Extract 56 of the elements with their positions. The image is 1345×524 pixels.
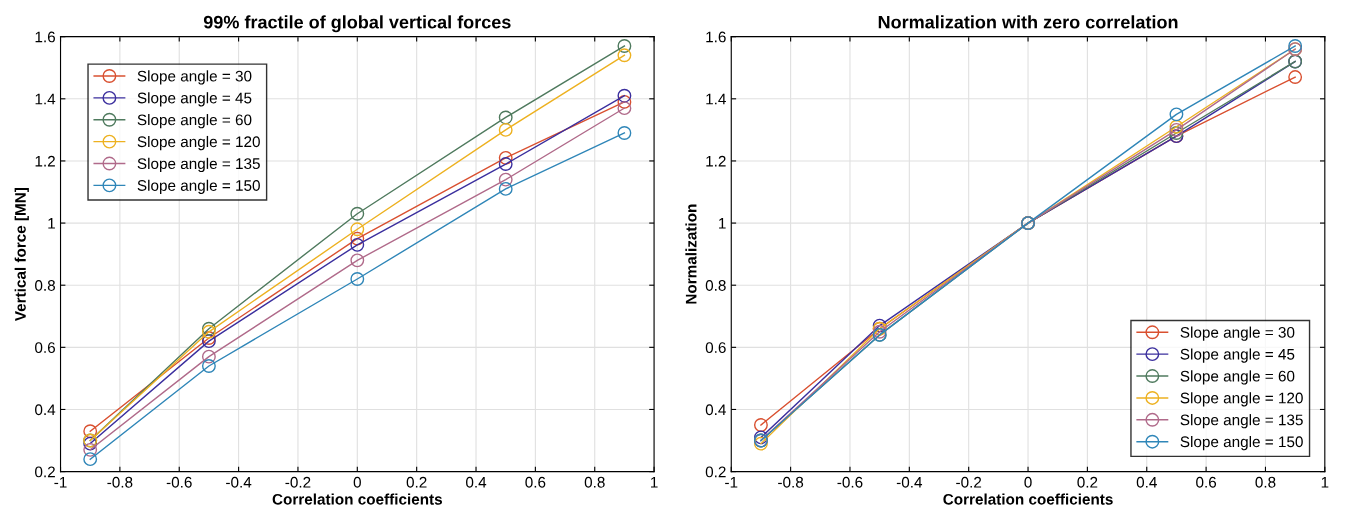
- x-tick-label: 1: [651, 477, 658, 488]
- y-axis-title: Normalization: [685, 204, 697, 304]
- chart-title: 99% fractile of global vertical forces: [203, 15, 511, 33]
- x-tick-label: 0.4: [1136, 476, 1157, 488]
- y-tick-label: 1.6: [706, 31, 726, 43]
- x-axis-title: Correlation coefficients: [943, 493, 1113, 505]
- y-tick-label: 1: [48, 218, 55, 229]
- y-tick-label: 1: [719, 218, 726, 229]
- legend-label: Slope angle = 135: [1180, 414, 1303, 429]
- legend-label: Slope angle = 150: [1180, 435, 1303, 451]
- legend-label: Slope angle = 60: [1180, 370, 1295, 385]
- x-tick-label: -0.2: [285, 476, 311, 488]
- y-tick-label: 1.4: [35, 93, 56, 105]
- y-tick-label: 0.8: [705, 280, 726, 291]
- x-axis-title: Correlation coefficients: [272, 493, 443, 505]
- y-tick-label: 0.4: [35, 404, 56, 416]
- x-tick-label: -0.4: [226, 476, 252, 488]
- legend-label: Slope angle = 150: [137, 179, 260, 194]
- x-tick-label: -1: [725, 477, 738, 488]
- y-tick-label: 0.2: [705, 466, 726, 478]
- legend-label: Slope angle = 45: [1180, 348, 1295, 363]
- x-tick-label: 0.6: [1196, 476, 1217, 488]
- y-tick-label: 1.6: [35, 31, 55, 43]
- x-tick-label: 0.8: [1255, 476, 1276, 488]
- legend-label: Slope angle = 30: [137, 70, 252, 85]
- y-axis-title: Vertical force [MN]: [14, 187, 29, 322]
- x-tick-label: 0.4: [466, 476, 487, 488]
- x-tick-label: -0.4: [896, 476, 923, 488]
- x-tick-label: -0.6: [837, 476, 863, 488]
- x-tick-label: -0.8: [107, 476, 133, 488]
- y-tick-label: 0.8: [35, 280, 55, 291]
- x-tick-label: 0: [353, 476, 361, 488]
- x-tick-label: -0.2: [956, 476, 982, 488]
- y-tick-label: 0.2: [35, 466, 55, 478]
- legend-label: Slope angle = 120: [1180, 392, 1303, 407]
- x-tick-label: 0.2: [1077, 476, 1098, 488]
- x-tick-label: -0.8: [778, 476, 804, 488]
- legend-label: Slope angle = 30: [1180, 326, 1295, 341]
- legend-label: Slope angle = 60: [137, 114, 252, 129]
- x-tick-label: 0: [1024, 476, 1032, 488]
- legend-label: Slope angle = 120: [137, 135, 260, 151]
- x-tick-label: 0.8: [584, 476, 605, 488]
- y-tick-label: 1.2: [706, 155, 726, 167]
- legend-label: Slope angle = 135: [137, 157, 260, 173]
- y-tick-label: 0.4: [705, 404, 726, 416]
- y-tick-label: 0.6: [705, 342, 726, 354]
- y-tick-label: 1.4: [706, 93, 726, 105]
- x-tick-label: 1: [1321, 477, 1329, 488]
- x-tick-label: 0.2: [406, 476, 427, 488]
- x-tick-label: 0.6: [525, 476, 546, 488]
- chart-title: Normalization with zero correlation: [878, 15, 1178, 29]
- x-tick-label: -1: [54, 477, 67, 488]
- legend-label: Slope angle = 45: [137, 92, 252, 107]
- y-tick-label: 0.6: [35, 342, 55, 354]
- x-tick-label: -0.6: [166, 476, 192, 488]
- y-tick-label: 1.2: [35, 155, 55, 167]
